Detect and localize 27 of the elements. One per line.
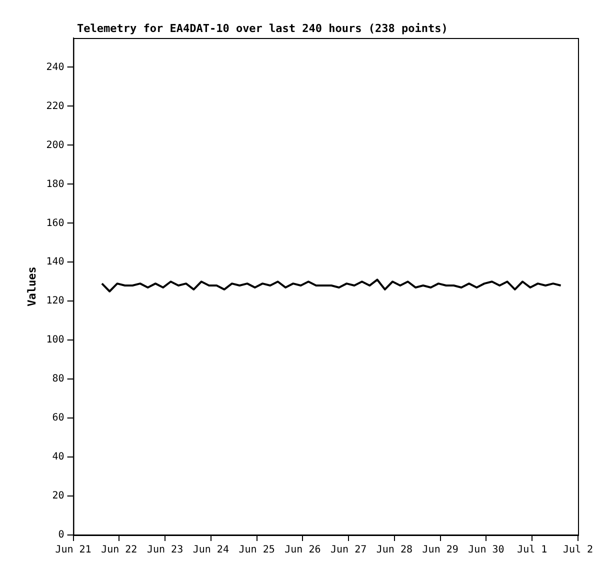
x-tick-label: Jun 23 bbox=[146, 544, 184, 556]
x-tick-label: Jun 26 bbox=[284, 544, 321, 556]
y-tick-label: 240 bbox=[46, 62, 64, 73]
y-tick-label: 100 bbox=[46, 334, 64, 346]
chart-title: Telemetry for EA4DAT-10 over last 240 hours (238 points) bbox=[77, 22, 448, 35]
y-tick-label: 120 bbox=[46, 296, 64, 307]
y-tick-label: 160 bbox=[46, 218, 64, 229]
y-tick-label: 40 bbox=[52, 452, 64, 463]
y-tick-label: 60 bbox=[52, 412, 64, 424]
x-tick-label: Jun 30 bbox=[468, 544, 504, 556]
x-tick-label: Jul 2 bbox=[562, 544, 594, 556]
x-tick-label: Jun 22 bbox=[101, 544, 138, 556]
y-tick-label: 180 bbox=[46, 178, 64, 190]
x-tick-label: Jun 24 bbox=[192, 544, 229, 556]
y-axis-title: Values bbox=[25, 266, 38, 306]
y-tick-label: 220 bbox=[46, 100, 64, 112]
x-tick-label: Jun 28 bbox=[376, 544, 413, 556]
x-tick-label: Jul 1 bbox=[517, 544, 548, 556]
y-tick-label: 20 bbox=[52, 490, 64, 502]
y-tick-label: 0 bbox=[58, 530, 64, 541]
x-tick-label: Jun 29 bbox=[422, 544, 458, 556]
x-tick-label: Jun 25 bbox=[238, 544, 275, 556]
y-tick-label: 80 bbox=[52, 374, 64, 385]
y-tick-label: 200 bbox=[46, 140, 64, 151]
x-tick-label: Jun 27 bbox=[330, 544, 367, 556]
y-tick-label: 140 bbox=[46, 256, 64, 268]
x-tick-label: Jun 21 bbox=[55, 544, 92, 556]
